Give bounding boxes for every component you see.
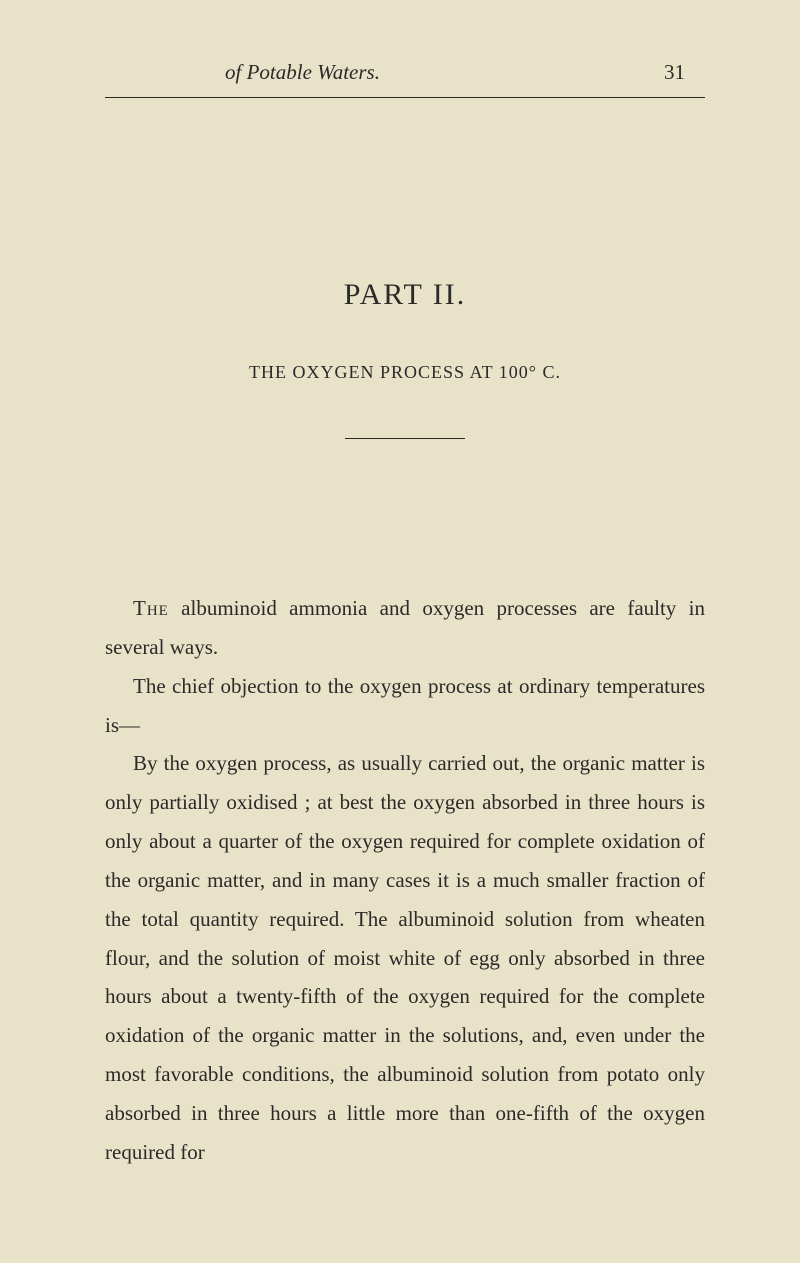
page-number: 31 (664, 60, 685, 85)
paragraph-3: By the oxygen process, as usually carrie… (105, 744, 705, 1171)
paragraph-1-rest: albuminoid ammonia and oxygen processes … (105, 596, 705, 659)
body-text: The albuminoid ammonia and oxygen proces… (105, 589, 705, 1172)
section-title: THE OXYGEN PROCESS AT 100° C. (105, 362, 705, 383)
paragraph-1-lead: The (133, 596, 169, 620)
part-title: PART II. (105, 278, 705, 312)
page-header: of Potable Waters. 31 (105, 60, 705, 85)
paragraph-2: The chief objection to the oxygen proces… (105, 667, 705, 745)
section-divider (345, 438, 465, 439)
paragraph-1: The albuminoid ammonia and oxygen proces… (105, 589, 705, 667)
running-header: of Potable Waters. (225, 60, 380, 85)
header-rule (105, 97, 705, 98)
